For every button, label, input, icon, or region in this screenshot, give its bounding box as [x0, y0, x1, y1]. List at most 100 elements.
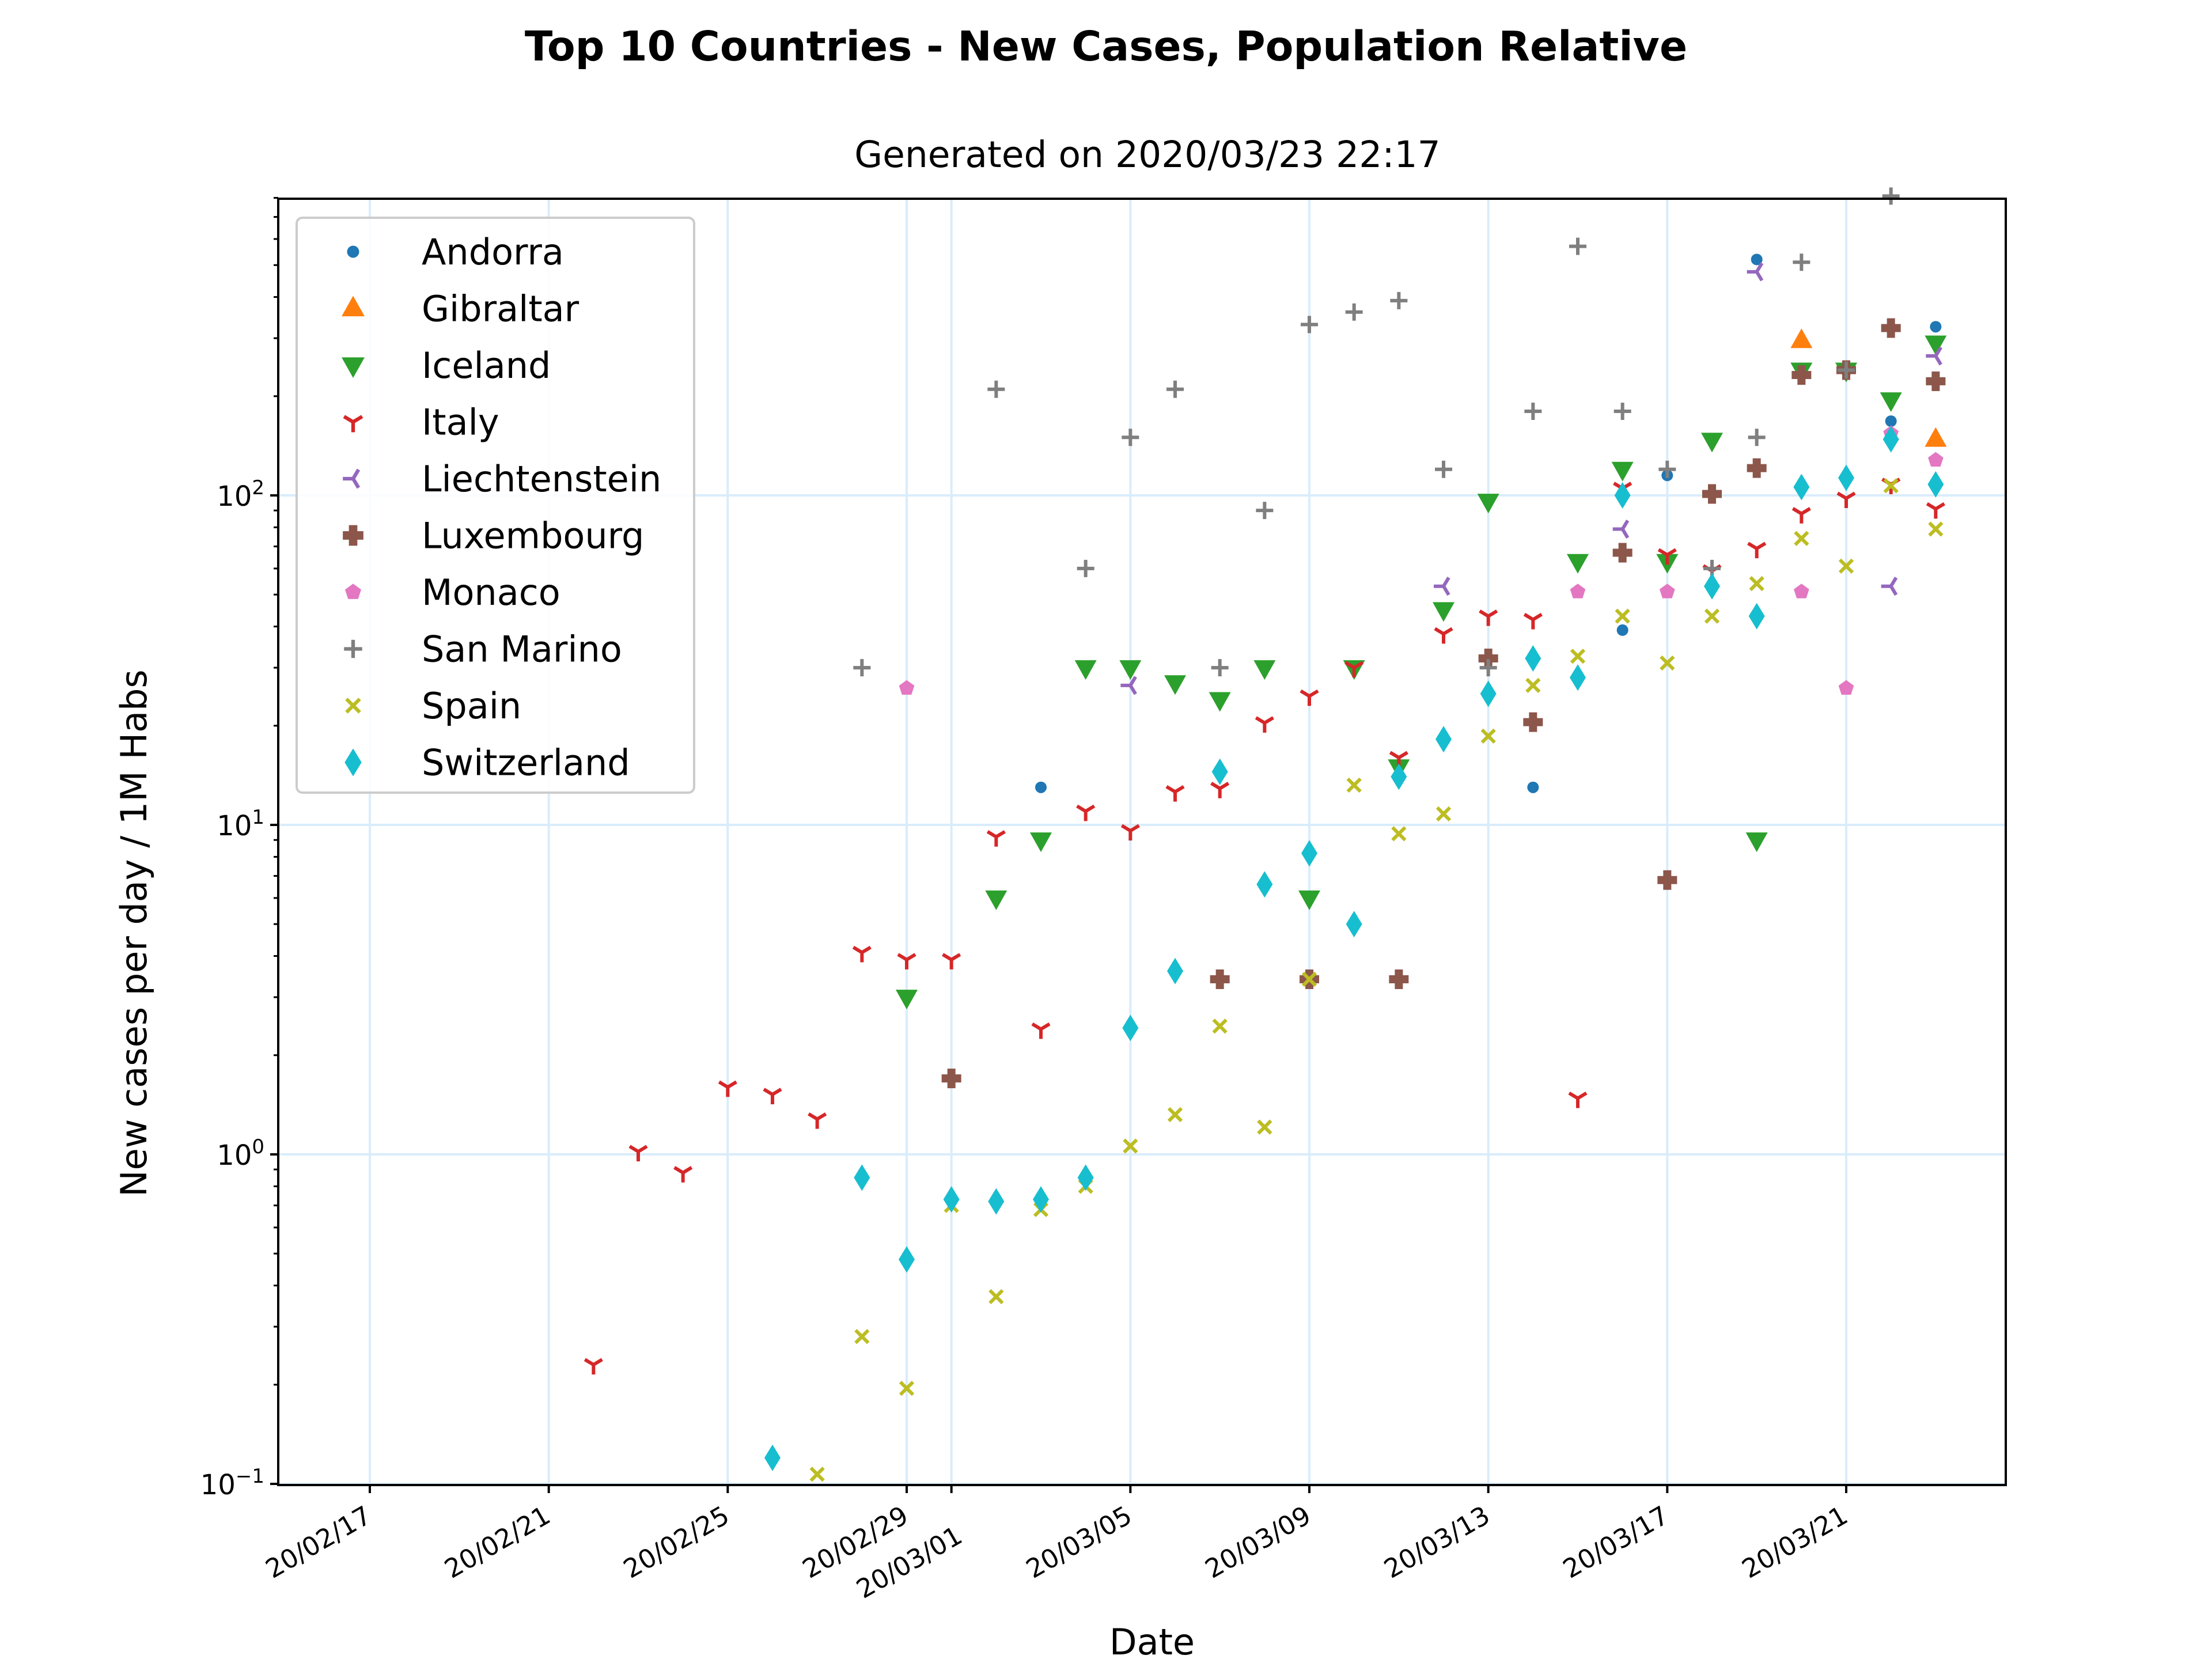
data-point	[1122, 1014, 1139, 1041]
data-point	[1123, 1138, 1138, 1154]
data-point	[1435, 726, 1452, 753]
legend-marker	[344, 639, 362, 658]
data-point	[1433, 602, 1455, 622]
data-point	[1658, 460, 1676, 478]
data-point	[1301, 971, 1317, 987]
data-point	[1616, 624, 1628, 636]
series-spain	[809, 478, 1944, 1482]
data-point	[1074, 660, 1097, 680]
y-tick-label: 102	[217, 476, 264, 513]
data-point	[1926, 346, 1942, 366]
data-point	[1748, 603, 1765, 630]
data-point	[809, 1467, 825, 1482]
legend-marker	[345, 698, 361, 714]
data-point	[1344, 661, 1364, 678]
data-point	[1210, 969, 1230, 989]
data-point	[1925, 335, 1947, 355]
legend-marker	[343, 468, 361, 489]
data-point	[1477, 494, 1499, 514]
data-point	[1704, 573, 1720, 600]
data-point	[1301, 840, 1317, 867]
data-point	[1253, 660, 1276, 680]
data-point	[628, 1145, 648, 1162]
legend-entry: Luxembourg	[343, 515, 644, 557]
data-point	[1660, 584, 1675, 599]
data-point	[1883, 478, 1899, 494]
data-point	[854, 1164, 870, 1191]
data-point	[1613, 402, 1631, 420]
legend-entry: Andorra	[347, 231, 564, 273]
data-point	[896, 990, 918, 1010]
data-point	[1035, 781, 1047, 793]
data-point	[1702, 484, 1722, 504]
data-point	[899, 680, 915, 695]
data-point	[1701, 433, 1723, 453]
data-point	[763, 1088, 782, 1104]
data-point	[1167, 1107, 1183, 1123]
data-point	[1256, 502, 1274, 520]
series-andorra	[1035, 253, 1942, 793]
data-point	[718, 1080, 737, 1097]
data-point	[1567, 554, 1589, 574]
data-point	[584, 1358, 603, 1375]
data-point	[1165, 785, 1185, 802]
data-point	[1747, 541, 1767, 559]
data-point	[1926, 371, 1946, 391]
data-point	[899, 1246, 915, 1273]
legend-entry: Iceland	[342, 344, 551, 387]
data-point	[1704, 608, 1720, 624]
data-point	[1120, 676, 1137, 695]
data-point	[1346, 911, 1362, 938]
data-point	[1435, 806, 1452, 822]
data-point	[1479, 609, 1498, 626]
data-point	[1657, 870, 1677, 890]
data-point	[1748, 429, 1766, 446]
data-point	[1883, 426, 1899, 453]
data-point	[1435, 460, 1452, 478]
y-axis-label: New cases per day / 1M Habs	[113, 669, 155, 1196]
data-point	[1880, 392, 1902, 412]
data-point	[1119, 660, 1142, 680]
x-axis-label: Date	[1109, 1621, 1195, 1659]
legend-marker	[343, 415, 363, 433]
data-point	[853, 659, 871, 677]
data-point	[1570, 664, 1586, 691]
data-point	[1747, 458, 1767, 478]
data-point	[1434, 577, 1450, 596]
data-point	[1749, 575, 1764, 592]
data-point	[1612, 520, 1630, 539]
data-point	[1612, 543, 1633, 563]
data-point	[1790, 328, 1813, 349]
data-point	[1478, 649, 1498, 669]
data-point	[1794, 531, 1809, 546]
legend: Andorra Gibraltar Iceland Italy Liechtenstei…	[296, 217, 695, 794]
data-point	[1523, 612, 1543, 630]
data-point	[987, 380, 1005, 398]
series-san-marino	[853, 187, 1900, 677]
data-point	[1301, 316, 1318, 334]
data-point	[1434, 627, 1453, 644]
data-point	[1257, 1119, 1272, 1135]
data-point	[1480, 680, 1497, 707]
data-point	[1345, 303, 1363, 321]
data-point	[1033, 1186, 1049, 1213]
legend-label: Italy	[422, 402, 499, 444]
chart-subtitle: Generated on 2020/03/23 22:17	[854, 134, 1440, 176]
data-point	[899, 1380, 915, 1396]
legend-label: Iceland	[422, 344, 551, 387]
data-point	[1745, 832, 1768, 853]
legend-marker	[344, 748, 362, 777]
data-point	[988, 1188, 1005, 1215]
data-point	[1031, 1022, 1051, 1039]
data-point	[1882, 187, 1900, 205]
series-liechtenstein	[1120, 262, 1942, 695]
data-point	[1569, 237, 1586, 255]
data-point	[1881, 577, 1898, 596]
data-point	[1210, 782, 1230, 798]
data-point	[1480, 728, 1496, 744]
data-point	[1167, 957, 1183, 984]
plot-frame	[277, 198, 2007, 1486]
data-point	[1930, 321, 1942, 333]
data-point	[1885, 415, 1897, 427]
